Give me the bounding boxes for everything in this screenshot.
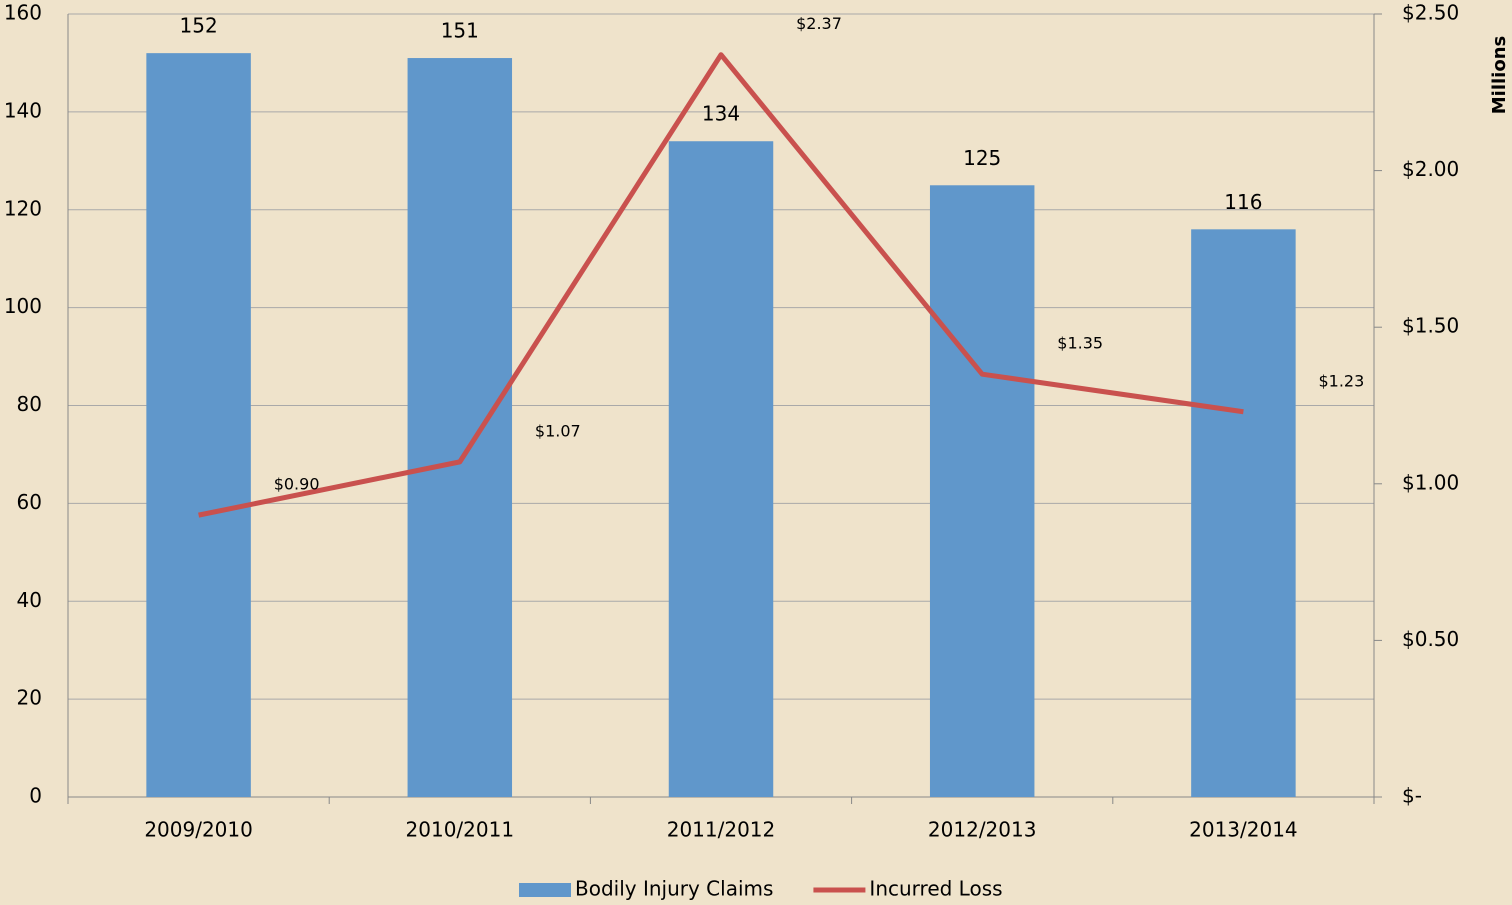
line-value-label: $0.90 (274, 475, 320, 494)
y-tick-label: 100 (4, 294, 42, 318)
bar (146, 53, 251, 797)
line (198, 52, 1244, 518)
y2-tick-label: $2.50 (1402, 1, 1459, 25)
line-value-label: $1.07 (535, 421, 581, 440)
legend-label: Bodily Injury Claims (575, 877, 773, 901)
x-tick-label: 2012/2013 (928, 818, 1037, 842)
bar (1191, 229, 1296, 797)
line-value-label: $1.35 (1057, 334, 1103, 353)
bar-value-label: 151 (441, 19, 479, 43)
x-tick-label: 2010/2011 (406, 818, 515, 842)
y2-tick-label: $1.00 (1402, 470, 1459, 494)
x-tick-label: 2013/2014 (1189, 818, 1298, 842)
bar-value-label: 125 (963, 146, 1001, 170)
bar (668, 141, 774, 798)
line-value-label: $1.23 (1318, 371, 1364, 390)
bar-value-label: 134 (702, 102, 740, 126)
bar-value-label: 152 (180, 14, 218, 38)
bar (929, 185, 1035, 797)
y2-tick-label: $1.50 (1402, 314, 1459, 338)
y-tick-label: 60 (17, 490, 42, 514)
legend-swatch (519, 883, 571, 897)
y-tick-label: 0 (29, 784, 42, 808)
y-tick-label: 140 (4, 98, 42, 122)
y2-tick-label: $2.00 (1402, 157, 1459, 181)
bar-value-label: 116 (1224, 190, 1262, 214)
y-tick-label: 40 (17, 588, 42, 612)
x-tick-label: 2011/2012 (667, 818, 776, 842)
legend-label: Incurred Loss (869, 877, 1002, 901)
y2-axis-label: Millions (1489, 36, 1510, 115)
x-tick-label: 2009/2010 (144, 818, 253, 842)
y2-tick-label: $- (1402, 784, 1422, 808)
y-tick-label: 20 (17, 686, 42, 710)
y-tick-label: 160 (4, 1, 42, 25)
y2-tick-label: $0.50 (1402, 627, 1459, 651)
y-tick-label: 80 (17, 392, 42, 416)
line-value-label: $2.37 (796, 14, 842, 33)
y-tick-label: 120 (4, 196, 42, 220)
bar (407, 58, 513, 797)
